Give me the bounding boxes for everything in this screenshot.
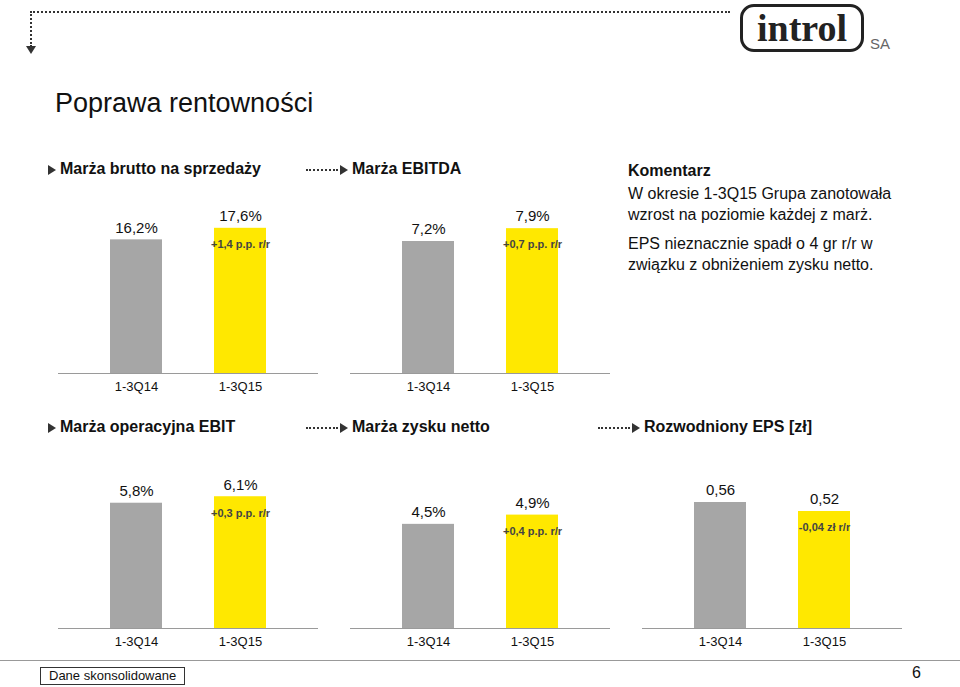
svg-text:16,2%: 16,2%: [115, 219, 158, 236]
svg-text:7,9%: 7,9%: [515, 207, 549, 224]
svg-text:4,9%: 4,9%: [515, 494, 549, 511]
html-text:Marża brutto na sprzedaży: Marża brutto na sprzedaży: [60, 160, 261, 177]
html-text:EPS nieznacznie spadł o 4 gr r: EPS nieznacznie spadł o 4 gr r/r w związ…: [628, 235, 874, 273]
svg-text:1-3Q15: 1-3Q15: [511, 379, 554, 394]
svg-text:1-3Q15: 1-3Q15: [219, 379, 262, 394]
svg-text:+0,4 p.p. r/r: +0,4 p.p. r/r: [503, 525, 563, 537]
html-text:Marża EBITDA: Marża EBITDA: [352, 160, 462, 177]
svg-text:1-3Q14: 1-3Q14: [115, 634, 158, 649]
svg-text:+0,7 p.p. r/r: +0,7 p.p. r/r: [503, 238, 563, 250]
svg-text:+1,4 p.p. r/r: +1,4 p.p. r/r: [211, 238, 271, 250]
svg-text:5,8%: 5,8%: [119, 482, 153, 499]
svg-text:1-3Q14: 1-3Q14: [115, 379, 158, 394]
svg-text:1-3Q15: 1-3Q15: [511, 634, 554, 649]
html-text:Marża operacyjna EBIT: Marża operacyjna EBIT: [60, 418, 236, 435]
html-text:SA: SA: [870, 35, 891, 52]
html-text:Marża zysku netto: Marża zysku netto: [352, 418, 490, 435]
svg-text:17,6%: 17,6%: [219, 207, 262, 224]
html-text:Poprawa rentowności: Poprawa rentowności: [55, 88, 314, 118]
svg-text:1-3Q15: 1-3Q15: [803, 634, 846, 649]
svg-text:+0,3 p.p. r/r: +0,3 p.p. r/r: [211, 507, 271, 519]
svg-text:1-3Q14: 1-3Q14: [407, 379, 450, 394]
svg-text:1-3Q14: 1-3Q14: [699, 634, 742, 649]
svg-text:6,1%: 6,1%: [223, 476, 257, 493]
html-text:Rozwodniony EPS [zł]: Rozwodniony EPS [zł]: [644, 418, 812, 435]
svg-text:0,52: 0,52: [810, 490, 839, 507]
svg-text:7,2%: 7,2%: [411, 220, 445, 237]
html-text:Komentarz: Komentarz: [628, 162, 711, 179]
html-text:W okresie 1-3Q15 Grupa zanotow: W okresie 1-3Q15 Grupa zanotowała wzrost…: [628, 185, 892, 223]
svg-text:4,5%: 4,5%: [411, 503, 445, 520]
html-text:6: 6: [912, 664, 921, 681]
svg-text:0,56: 0,56: [706, 481, 735, 498]
svg-text:-0,04 zł r/r: -0,04 zł r/r: [799, 521, 851, 533]
svg-text:1-3Q14: 1-3Q14: [407, 634, 450, 649]
svg-text:1-3Q15: 1-3Q15: [219, 634, 262, 649]
html-text:Dane skonsolidowane: Dane skonsolidowane: [49, 668, 177, 683]
html-text:introl: introl: [757, 7, 848, 49]
